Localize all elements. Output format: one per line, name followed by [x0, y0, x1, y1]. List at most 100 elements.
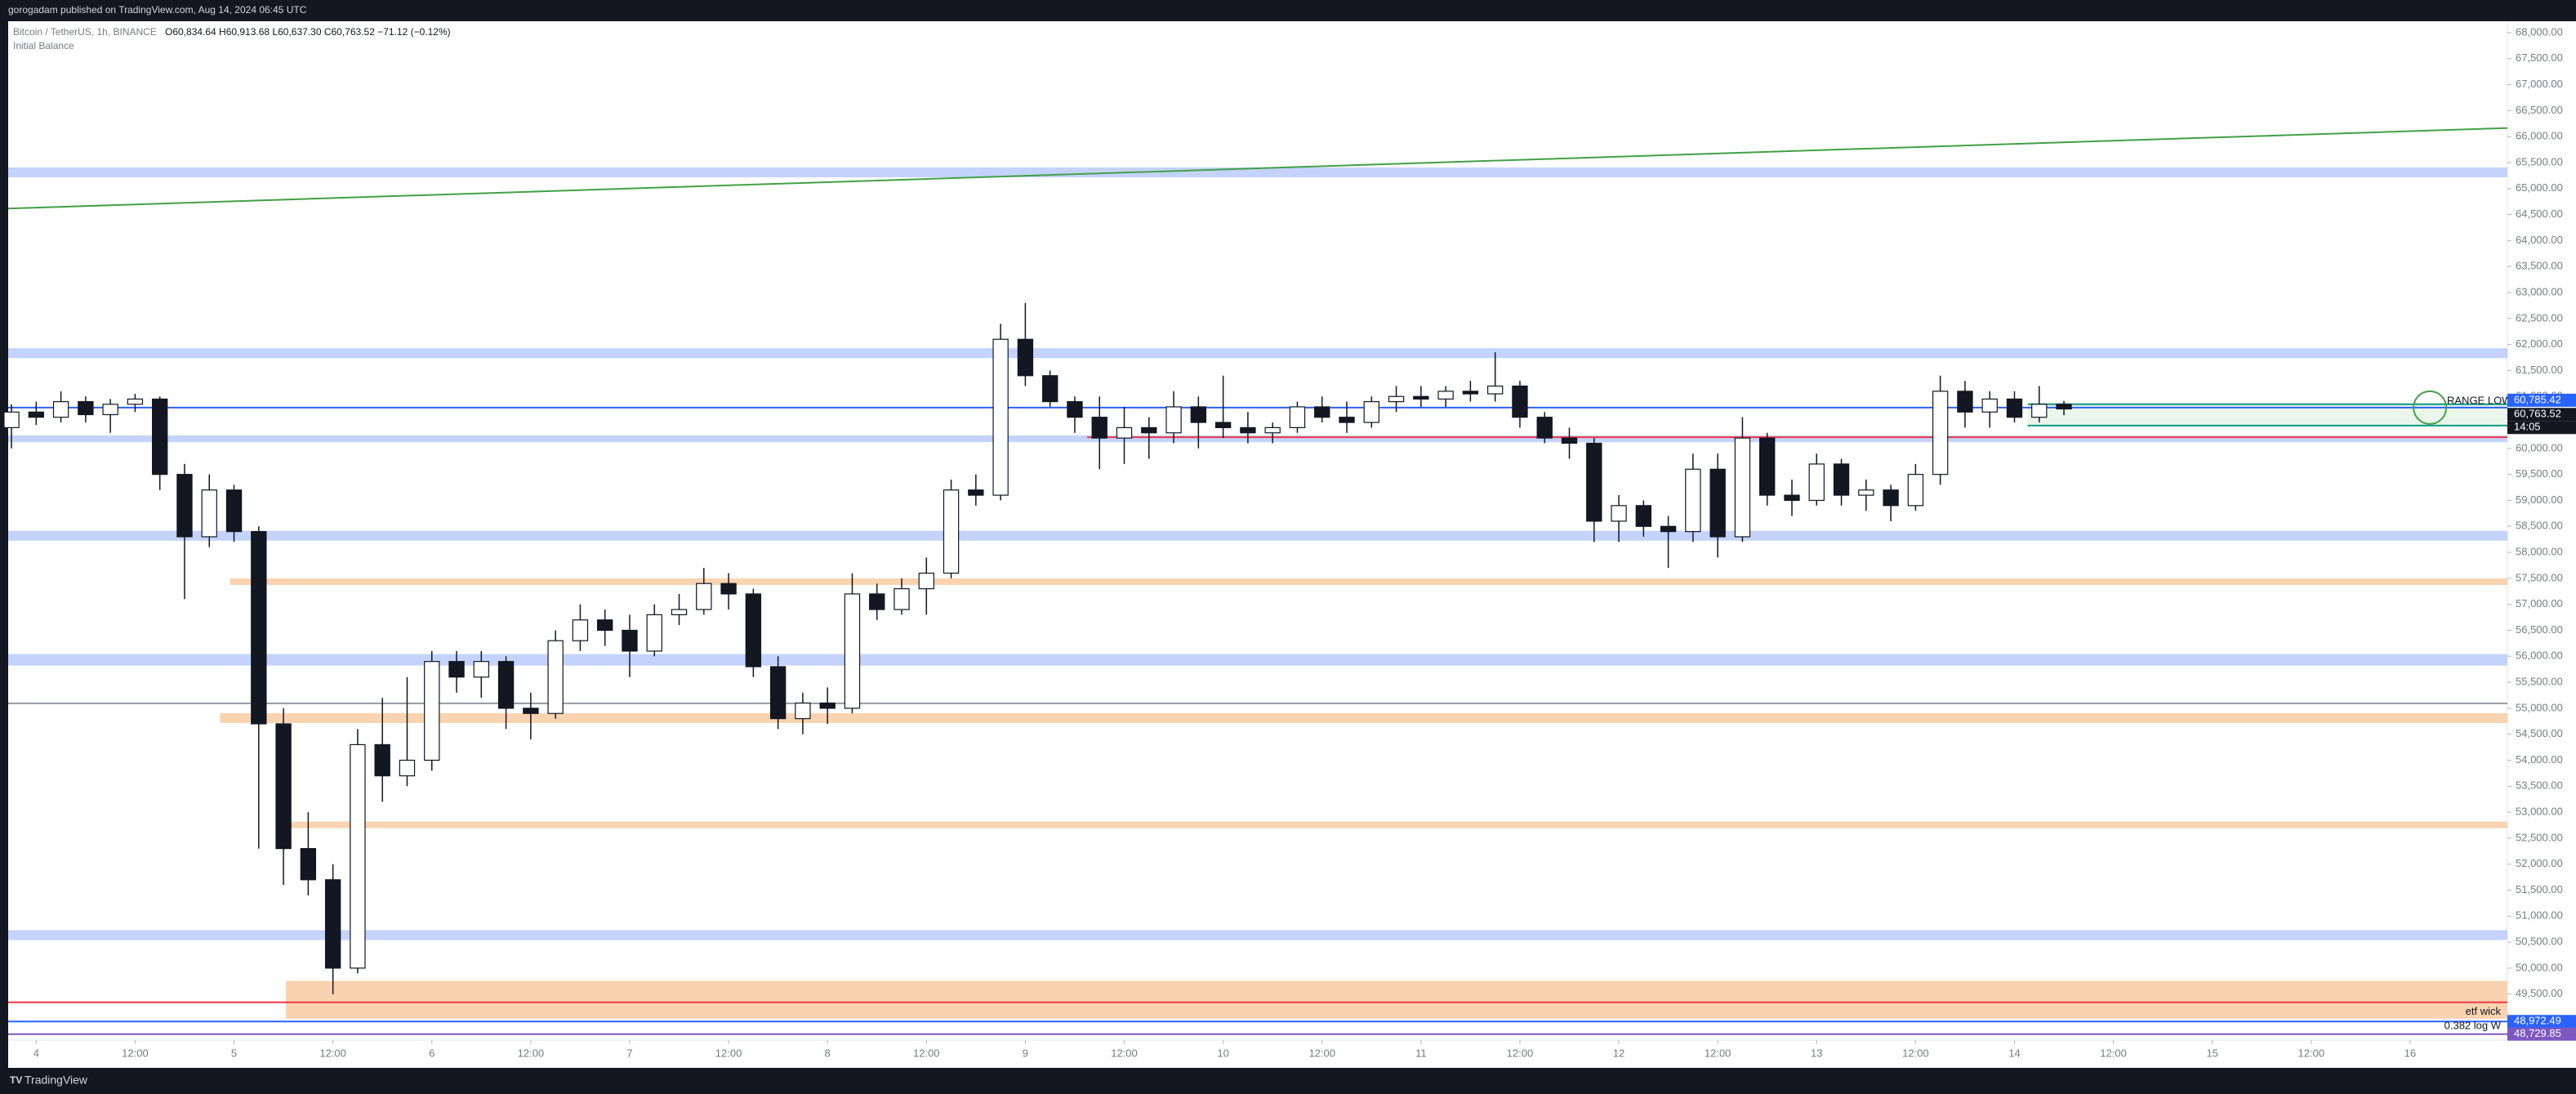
y-tick-label: 49,500.00: [2516, 987, 2563, 999]
candle-body: [201, 489, 217, 538]
y-tick-label: 67,000.00: [2516, 78, 2563, 90]
candle-body: [497, 661, 515, 709]
y-tick-label: 50,500.00: [2516, 935, 2563, 948]
candle-body: [745, 593, 762, 668]
brand: TradingView: [25, 1074, 88, 1087]
candle-body: [1561, 437, 1578, 444]
annotation: RANGE LOW: [2447, 394, 2512, 406]
price-tag: [2507, 1015, 2576, 1029]
candle-body: [1264, 426, 1281, 434]
zone: [8, 530, 2507, 541]
x-tick-label: 4: [33, 1047, 39, 1059]
x-tick-label: 12:00: [913, 1047, 940, 1059]
y-tick-label: 57,000.00: [2516, 597, 2563, 610]
x-tick-label: 6: [429, 1047, 435, 1059]
candle-body: [622, 629, 638, 652]
candle-body: [769, 666, 787, 720]
x-tick-label: 12:00: [2100, 1047, 2127, 1059]
candle-body: [1981, 398, 1998, 413]
candle-body: [1214, 422, 1232, 429]
y-tick-label: 59,500.00: [2516, 467, 2563, 480]
y-tick-label: 55,500.00: [2516, 676, 2563, 688]
y-tick-label: 65,500.00: [2516, 155, 2563, 167]
trendline: [7, 127, 2508, 210]
x-tick-label: 12: [1613, 1047, 1624, 1059]
candle-body: [1611, 505, 1627, 522]
x-tick-label: 12:00: [1902, 1047, 1929, 1059]
candle-body: [1536, 417, 1553, 439]
brand-logo: TV: [10, 1074, 22, 1086]
candle-body: [1635, 505, 1652, 527]
candle-body: [1363, 400, 1379, 423]
candle-body: [1190, 406, 1207, 423]
candle-body: [102, 404, 118, 416]
candle-body: [3, 411, 20, 429]
x-tick-label: 9: [1023, 1047, 1028, 1059]
candle-body: [844, 593, 861, 709]
candle-body: [943, 489, 960, 574]
candle-body: [78, 400, 94, 416]
candle-body: [918, 572, 934, 590]
candle-body: [1512, 385, 1528, 418]
plot-area: [3, 127, 2508, 1035]
candle-body: [176, 474, 193, 538]
price-tag-label: 60,785.42: [2514, 393, 2561, 405]
candle-body: [1116, 426, 1133, 439]
y-tick-label: 56,500.00: [2516, 623, 2563, 636]
candle-body: [1067, 400, 1083, 418]
candle-body: [399, 759, 416, 777]
ohlc-values: O60,834.64 H60,913.68 L60,637.30 C60,763…: [165, 26, 451, 38]
x-tick-label: 16: [2404, 1047, 2416, 1059]
candle-body: [696, 583, 712, 610]
price-tag: [2507, 393, 2576, 407]
candle-body: [1141, 426, 1157, 434]
price-tag-label: 48,972.49: [2514, 1015, 2561, 1027]
countdown: 14:05: [2514, 421, 2541, 433]
indicator-label: Initial Balance: [13, 40, 74, 51]
candle-body: [448, 661, 465, 678]
candle-body: [1462, 391, 1479, 395]
y-tick-label: 53,500.00: [2516, 779, 2563, 792]
candle-body: [374, 743, 390, 777]
y-tick-label: 63,500.00: [2516, 260, 2563, 272]
candle-body: [152, 398, 168, 476]
candle-body: [671, 609, 688, 615]
candle-body: [1388, 395, 1405, 403]
candle-body: [1685, 468, 1701, 533]
plot-background: [8, 21, 2576, 1068]
candle-body: [1709, 468, 1726, 538]
candle-body: [275, 723, 292, 850]
y-tick-label: 54,000.00: [2516, 753, 2563, 766]
candle-body: [1858, 489, 1874, 496]
candle-body: [2006, 398, 2023, 418]
candle-body: [1091, 417, 1108, 439]
candle-body: [720, 583, 737, 595]
x-tick-label: 14: [2008, 1047, 2020, 1059]
candle-body: [1833, 463, 1850, 496]
candle-body: [1289, 406, 1306, 429]
price-tag: [2507, 1027, 2576, 1041]
candle-body: [869, 593, 885, 610]
y-tick-label: 52,500.00: [2516, 831, 2563, 843]
price-tag-label: 48,729.85: [2514, 1027, 2561, 1039]
candle-body: [547, 640, 564, 714]
candle-body: [1734, 437, 1751, 538]
x-tick-label: 12:00: [1111, 1047, 1138, 1059]
candle-body: [1808, 463, 1825, 502]
candle-body: [894, 587, 910, 610]
candle-body: [350, 743, 366, 969]
y-tick-label: 66,500.00: [2516, 104, 2563, 116]
y-tick-label: 50,000.00: [2516, 961, 2563, 973]
y-tick-label: 62,500.00: [2516, 311, 2563, 324]
y-tick-label: 58,500.00: [2516, 520, 2563, 532]
y-tick-label: 59,000.00: [2516, 493, 2563, 506]
y-tick-label: 61,500.00: [2516, 364, 2563, 376]
candle-body: [1339, 417, 1355, 423]
zone: [283, 821, 2507, 828]
y-tick-label: 53,000.00: [2516, 806, 2563, 818]
candle-body: [1240, 426, 1256, 434]
candle-body: [127, 398, 144, 405]
y-tick-label: 60,000.00: [2516, 441, 2563, 453]
candle-body: [597, 619, 613, 632]
